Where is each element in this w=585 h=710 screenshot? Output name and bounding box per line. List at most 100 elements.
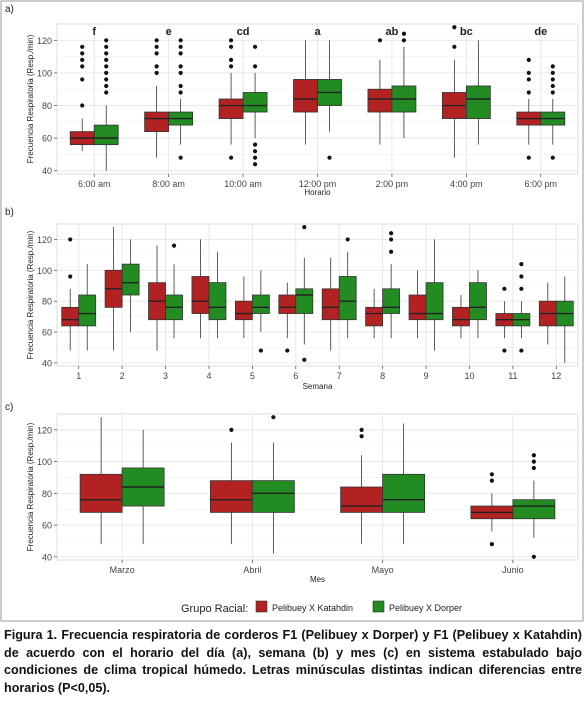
box <box>338 276 357 321</box>
outlier-point <box>526 77 531 82</box>
outlier-point <box>519 274 524 279</box>
outlier-point <box>104 57 109 62</box>
outlier-point <box>228 64 234 69</box>
x-tick-label: Abril <box>243 565 261 575</box>
y-tick-label: 60 <box>42 134 52 144</box>
x-tick-label: 6:00 am <box>78 179 111 189</box>
chart-panel-3: 40 60 80 100 120 Marzo Abril Mayo Junio c) Mes Frec… <box>5 402 579 584</box>
box <box>251 294 270 314</box>
outlier-point <box>345 237 350 242</box>
box <box>367 88 393 113</box>
x-tick-label: 11 <box>508 371 517 381</box>
box <box>93 124 119 146</box>
significance-letter: e <box>166 26 172 38</box>
plot-area <box>56 223 579 367</box>
box <box>365 306 384 327</box>
outlier-point <box>228 38 234 43</box>
box <box>512 499 556 520</box>
panel-label: a) <box>5 4 14 15</box>
significance-letter: f <box>92 26 96 38</box>
legend: Grupo Racial: Pelibuey X Katahdin Pelibu… <box>181 600 462 615</box>
box <box>61 306 80 327</box>
significance-letter: de <box>534 26 547 38</box>
box <box>321 288 340 321</box>
outlier-point <box>104 90 109 95</box>
x-tick-label: 1 <box>76 371 81 381</box>
outlier-point <box>359 434 364 439</box>
outlier-point <box>526 70 531 76</box>
x-tick-label: Mayo <box>372 565 394 575</box>
outlier-point <box>550 70 555 76</box>
significance-letter: ab <box>386 26 399 38</box>
box <box>382 288 401 314</box>
outlier-point <box>154 38 159 43</box>
legend-label-katahdin: Pelibuey X Katahdin <box>272 603 353 613</box>
outlier-point <box>502 286 507 291</box>
outlier-point <box>178 155 183 160</box>
outlier-point <box>104 77 109 82</box>
x-tick-label: 6:00 pm <box>525 179 558 189</box>
y-axis-title: Frecuencia Respiratoria (Resp./min) <box>26 422 35 551</box>
x-tick-label: Junio <box>502 565 524 575</box>
outlier-point <box>80 103 85 108</box>
x-tick-label: 10 <box>464 371 474 381</box>
outlier-point <box>302 357 307 362</box>
outlier-point <box>519 286 524 291</box>
y-tick-label: 100 <box>37 266 52 276</box>
y-axis-title: Frecuencia Respiratoria (Resp./min) <box>26 230 35 359</box>
outlier-point <box>80 77 85 82</box>
outlier-point <box>285 348 290 353</box>
outlier-point <box>104 38 109 43</box>
significance-letter: cd <box>237 26 250 38</box>
x-tick-label: 12:00 pm <box>299 179 337 189</box>
outlier-point <box>252 155 258 160</box>
y-tick-label: 40 <box>42 166 52 176</box>
outlier-point <box>104 51 109 56</box>
outlier-point <box>258 348 263 353</box>
outlier-point <box>80 51 85 56</box>
x-tick-label: 6 <box>293 371 298 381</box>
outlier-point <box>252 162 258 167</box>
legend-label-dorper: Pelibuey X Dorper <box>389 603 462 613</box>
outlier-point <box>519 348 524 353</box>
outlier-point <box>526 90 531 95</box>
outlier-point <box>178 83 183 89</box>
outlier-point <box>401 38 407 43</box>
outlier-point <box>550 77 555 82</box>
y-tick-label: 120 <box>37 36 52 46</box>
outlier-point <box>104 44 109 49</box>
x-tick-label: 7 <box>337 371 342 381</box>
x-tick-label: 5 <box>250 371 255 381</box>
figure-caption: Figura 1. Frecuencia respiratoria de cor… <box>4 628 582 695</box>
outlier-point <box>178 70 183 76</box>
outlier-point <box>377 38 383 43</box>
y-tick-label: 100 <box>37 457 52 467</box>
box <box>293 79 318 113</box>
outlier-point <box>252 142 258 147</box>
outlier-point <box>80 44 85 49</box>
x-axis-title: Horario <box>304 188 331 197</box>
outlier-point <box>154 51 159 56</box>
outlier-point <box>550 155 555 160</box>
box <box>79 473 123 513</box>
box <box>382 473 426 513</box>
panel-label: c) <box>5 402 13 413</box>
legend-title: Grupo Racial: <box>181 603 248 615</box>
y-tick-label: 60 <box>42 328 52 338</box>
box <box>340 486 384 513</box>
outlier-point <box>526 155 531 160</box>
y-tick-label: 80 <box>42 297 52 307</box>
outlier-point <box>104 70 109 76</box>
outlier-point <box>154 70 159 76</box>
box <box>465 85 491 119</box>
outlier-point <box>178 51 183 56</box>
box <box>295 288 314 314</box>
outlier-point <box>531 453 536 458</box>
outlier-point <box>389 231 394 236</box>
x-tick-label: 8 <box>380 371 385 381</box>
box <box>469 282 487 321</box>
legend-key-katahdin <box>255 600 268 613</box>
outlier-point <box>178 44 183 49</box>
